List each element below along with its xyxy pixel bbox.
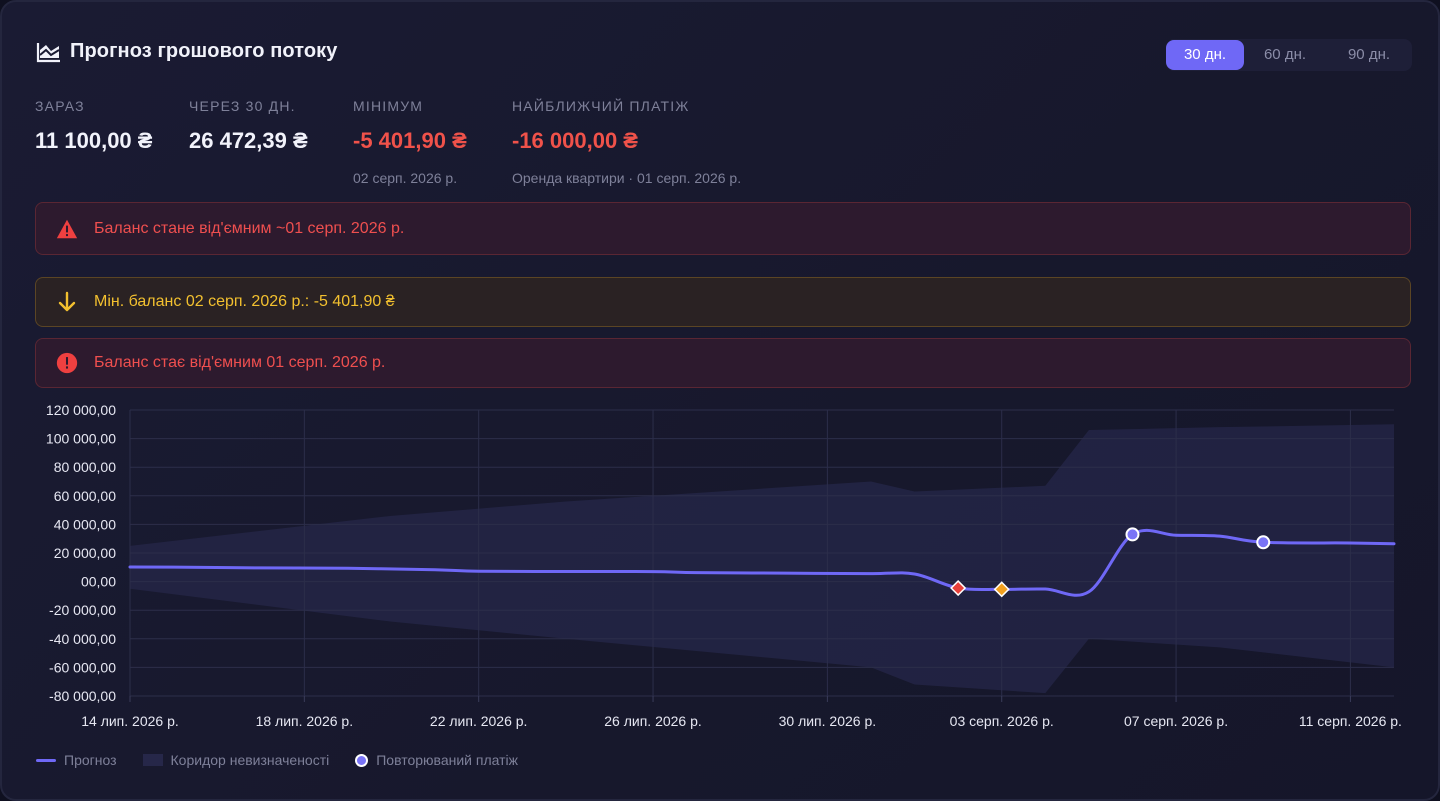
y-tick-label: 60 000,00	[54, 488, 116, 504]
uncertainty-band	[130, 424, 1394, 694]
stat-value: -16 000,00 ₴	[512, 128, 638, 153]
x-tick-label: 03 серп. 2026 р.	[950, 713, 1054, 729]
x-tick-label: 22 лип. 2026 р.	[430, 713, 528, 729]
y-tick-label: -20 000,00	[49, 602, 116, 618]
range-60-days-button[interactable]: 60 дн.	[1263, 46, 1307, 63]
stat-label: Найближчий платіж	[512, 98, 690, 114]
x-tick-label: 11 серп. 2026 р.	[1299, 713, 1402, 729]
warning-triangle-icon	[56, 218, 78, 240]
cashflow-chart: 120 000,00 100 000,00 80 000,00 60 000,00 40…	[46, 402, 1402, 729]
legend-item-band[interactable]: Коридор невизначеності	[142, 752, 330, 768]
stat-next-payment: Найближчий платіж -16 000,00 ₴ Оренда кв…	[512, 98, 741, 186]
y-tick-label: 20 000,00	[54, 545, 116, 561]
recurring-dot-swatch	[355, 753, 369, 767]
x-tick-label: 07 серп. 2026 р.	[1124, 713, 1228, 729]
x-tick-label: 30 лип. 2026 р.	[779, 713, 877, 729]
legend-label: Прогноз	[64, 752, 117, 768]
stat-date: 02 серп. 2026 р.	[353, 170, 458, 186]
minimum-balance-marker	[993, 581, 1010, 598]
stat-label: Зараз	[35, 98, 85, 114]
legend-label: Коридор невизначеності	[170, 752, 330, 768]
stat-label: Через 30 дн.	[189, 98, 296, 114]
alert-minimum-balance: Мін. баланс 02 серп. 2026 р.: -5 401,90 …	[35, 277, 1411, 327]
alert-negative-balance-forecast: Баланс стане від'ємним ~01 серп. 2026 р.	[35, 202, 1411, 255]
negative-balance-marker	[950, 579, 967, 597]
alert-negative-balance: Баланс стає від'ємним 01 серп. 2026 р.	[35, 338, 1411, 388]
stat-current: Зараз 11 100,00 ₴	[35, 98, 152, 154]
forecast-line-swatch	[36, 758, 56, 762]
stat-minimum: Мінімум -5 401,90 ₴ 02 серп. 2026 р.	[353, 98, 467, 186]
alert-text: Баланс стане від'ємним ~01 серп. 2026 р.	[94, 219, 405, 237]
card-header: Прогноз грошового потоку	[36, 40, 338, 63]
chart-area-icon	[36, 42, 60, 62]
stat-payment-details: Оренда квартири · 01 серп. 2026 р.	[512, 170, 742, 186]
stat-value: 11 100,00 ₴	[35, 128, 153, 153]
recurring-payment-marker	[1256, 535, 1271, 550]
card-title: Прогноз грошового потоку	[70, 40, 338, 62]
recurring-payment-marker	[1125, 527, 1140, 542]
stat-label: Мінімум	[353, 98, 424, 114]
stat-value: 26 472,39 ₴	[189, 128, 308, 153]
y-tick-label: 100 000,00	[46, 431, 116, 447]
y-tick-label: 80 000,00	[54, 459, 116, 475]
exclamation-circle-icon	[56, 352, 78, 374]
legend-label: Повторюваний платіж	[376, 752, 518, 768]
y-tick-label: 40 000,00	[54, 516, 116, 532]
x-tick-label: 26 лип. 2026 р.	[604, 713, 702, 729]
y-tick-label: -60 000,00	[49, 659, 116, 675]
y-tick-label: 120 000,00	[46, 402, 116, 418]
y-tick-label: -40 000,00	[49, 631, 116, 647]
arrow-down-icon	[56, 291, 78, 313]
range-90-days-button[interactable]: 90 дн.	[1347, 46, 1391, 63]
forecast-line	[128, 528, 1396, 597]
stat-in-30-days: Через 30 дн. 26 472,39 ₴	[189, 98, 308, 154]
legend-item-recurring[interactable]: Повторюваний платіж	[355, 752, 518, 768]
alert-text: Баланс стає від'ємним 01 серп. 2026 р.	[94, 354, 386, 371]
y-tick-label: -80 000,00	[49, 688, 116, 704]
range-30-days-button[interactable]: 30 дн.	[1166, 40, 1244, 70]
x-tick-label: 14 лип. 2026 р.	[81, 713, 179, 729]
x-tick-label: 18 лип. 2026 р.	[256, 713, 354, 729]
alert-text: Мін. баланс 02 серп. 2026 р.: -5 401,90 …	[94, 293, 395, 310]
chart-legend: Прогноз Коридор невизначеності Повторюва…	[36, 752, 544, 768]
y-tick-label: 00,00	[81, 574, 116, 590]
legend-item-forecast[interactable]: Прогноз	[36, 752, 117, 768]
stat-value: -5 401,90 ₴	[353, 128, 467, 153]
range-switch: 30 дн. 60 дн. 90 дн.	[1166, 39, 1412, 71]
band-swatch	[142, 754, 163, 766]
